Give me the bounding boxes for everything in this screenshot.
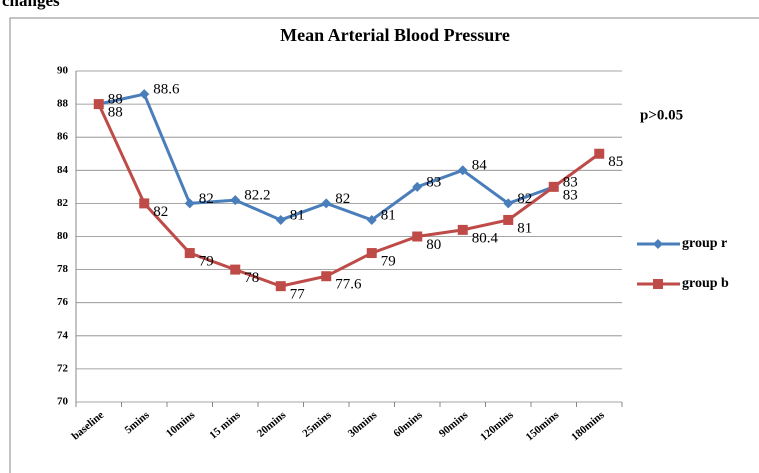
point	[184, 198, 195, 209]
legend-label: group r	[682, 236, 727, 251]
point	[139, 89, 150, 100]
data-label: 88	[108, 92, 123, 108]
point	[230, 264, 241, 275]
data-label: 79	[381, 253, 396, 269]
y-tick-label: 84	[57, 164, 69, 176]
data-label: 82	[199, 191, 214, 207]
point	[653, 279, 663, 289]
point	[139, 198, 150, 209]
point	[184, 248, 195, 259]
data-label: 82	[153, 204, 168, 220]
y-tick-label: 80	[57, 230, 69, 242]
point	[503, 198, 514, 209]
data-label: 88	[108, 105, 123, 121]
data-label: 81	[290, 207, 305, 223]
point	[366, 214, 377, 225]
y-tick-label: 74	[57, 329, 69, 341]
point	[457, 165, 468, 176]
y-tick-label: 78	[57, 263, 69, 275]
y-tick-label: 88	[57, 98, 69, 110]
point	[275, 214, 286, 225]
chart-frame	[9, 17, 759, 473]
data-label: 77	[290, 287, 306, 303]
y-tick-label: 86	[57, 131, 69, 143]
data-label: 85	[608, 154, 623, 170]
y-tick-label: 72	[57, 362, 69, 374]
point	[412, 231, 423, 242]
series-line	[97, 103, 601, 288]
data-label: 77.6	[335, 277, 362, 293]
data-label: 82	[517, 191, 532, 207]
point	[321, 271, 332, 282]
point	[653, 239, 663, 249]
annotation: p>0.05	[640, 107, 683, 123]
data-label: 78	[244, 270, 259, 286]
data-label: 80	[426, 237, 441, 253]
data-label: 82.2	[244, 188, 270, 204]
point	[275, 281, 286, 292]
data-label: 80.4	[472, 230, 499, 246]
y-tick-label: 76	[57, 296, 69, 308]
data-label: 82	[335, 191, 350, 207]
point	[503, 214, 514, 225]
data-label: 88.6	[153, 82, 180, 98]
point	[321, 198, 332, 209]
data-label: 81	[381, 207, 396, 223]
point	[366, 248, 377, 259]
point	[230, 195, 241, 206]
data-label: 83	[563, 174, 578, 190]
legend-label: group b	[682, 276, 729, 291]
point	[548, 181, 559, 192]
chart-title: Mean Arterial Blood Pressure	[280, 25, 510, 45]
point	[412, 181, 423, 192]
point	[93, 99, 104, 110]
data-label: 79	[199, 253, 214, 269]
y-tick-label: 82	[57, 197, 69, 209]
point	[457, 224, 468, 235]
caption: changes	[2, 0, 60, 10]
data-label: 84	[472, 158, 488, 174]
data-label: 83	[426, 174, 441, 190]
y-tick-label: 70	[57, 396, 69, 408]
point	[594, 148, 605, 159]
data-label: 81	[517, 220, 532, 236]
data-label: 83	[563, 187, 578, 203]
y-tick-label: 90	[57, 65, 69, 77]
